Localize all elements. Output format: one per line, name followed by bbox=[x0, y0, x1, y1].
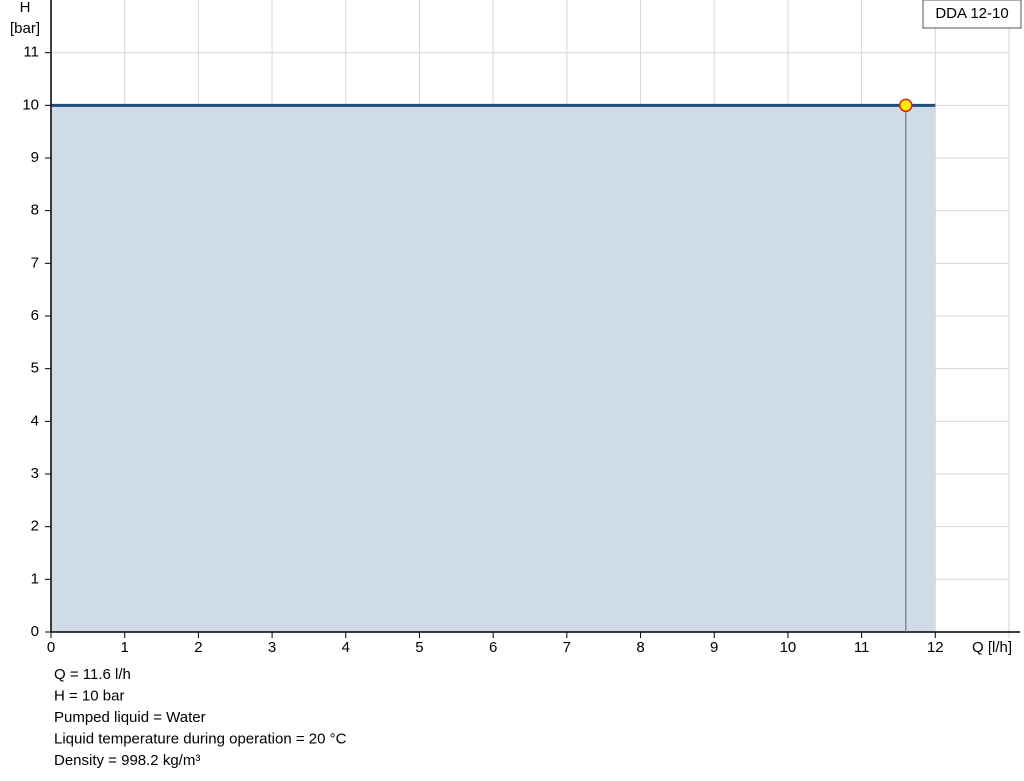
x-tick-label: 6 bbox=[489, 639, 497, 656]
info-line: H = 10 bar bbox=[54, 687, 124, 704]
info-line: Liquid temperature during operation = 20… bbox=[54, 730, 347, 747]
x-tick-label: 1 bbox=[121, 639, 129, 656]
x-tick-label: 11 bbox=[854, 639, 870, 656]
legend-box bbox=[922, 0, 1022, 29]
x-tick-label: 9 bbox=[710, 639, 718, 656]
info-line: Density = 998.2 kg/m³ bbox=[54, 752, 200, 769]
y-tick-label: 4 bbox=[31, 412, 39, 429]
x-tick-label: 4 bbox=[342, 639, 350, 656]
x-tick-label: 12 bbox=[927, 639, 944, 656]
x-tick-label: 0 bbox=[47, 639, 55, 656]
y-axis-label: H bbox=[20, 0, 31, 16]
x-tick-label: 5 bbox=[415, 639, 423, 656]
y-tick-label: 9 bbox=[31, 149, 39, 166]
y-tick-label: 0 bbox=[31, 623, 39, 640]
y-tick-label: 11 bbox=[23, 44, 39, 61]
x-tick-label: 8 bbox=[636, 639, 644, 656]
y-tick-label: 7 bbox=[31, 254, 39, 271]
legend-label: DDA 12-10 bbox=[935, 5, 1008, 22]
y-axis-unit: [bar] bbox=[10, 20, 40, 37]
x-axis-label: Q [l/h] bbox=[972, 639, 1012, 656]
operating-point bbox=[899, 98, 913, 113]
y-tick-label: 2 bbox=[31, 518, 39, 535]
x-tick-label: 7 bbox=[563, 639, 571, 656]
y-tick-label: 5 bbox=[31, 360, 39, 377]
y-tick-label: 10 bbox=[22, 96, 39, 113]
x-tick-label: 2 bbox=[194, 639, 202, 656]
y-tick-label: 8 bbox=[31, 202, 39, 219]
x-tick-label: 10 bbox=[780, 639, 797, 656]
x-tick-label: 3 bbox=[268, 639, 276, 656]
info-line: Pumped liquid = Water bbox=[54, 709, 206, 726]
y-tick-label: 3 bbox=[31, 465, 39, 482]
y-tick-label: 1 bbox=[31, 570, 39, 587]
y-tick-label: 6 bbox=[31, 307, 39, 324]
info-line: Q = 11.6 l/h bbox=[54, 666, 131, 683]
area bbox=[51, 105, 936, 633]
